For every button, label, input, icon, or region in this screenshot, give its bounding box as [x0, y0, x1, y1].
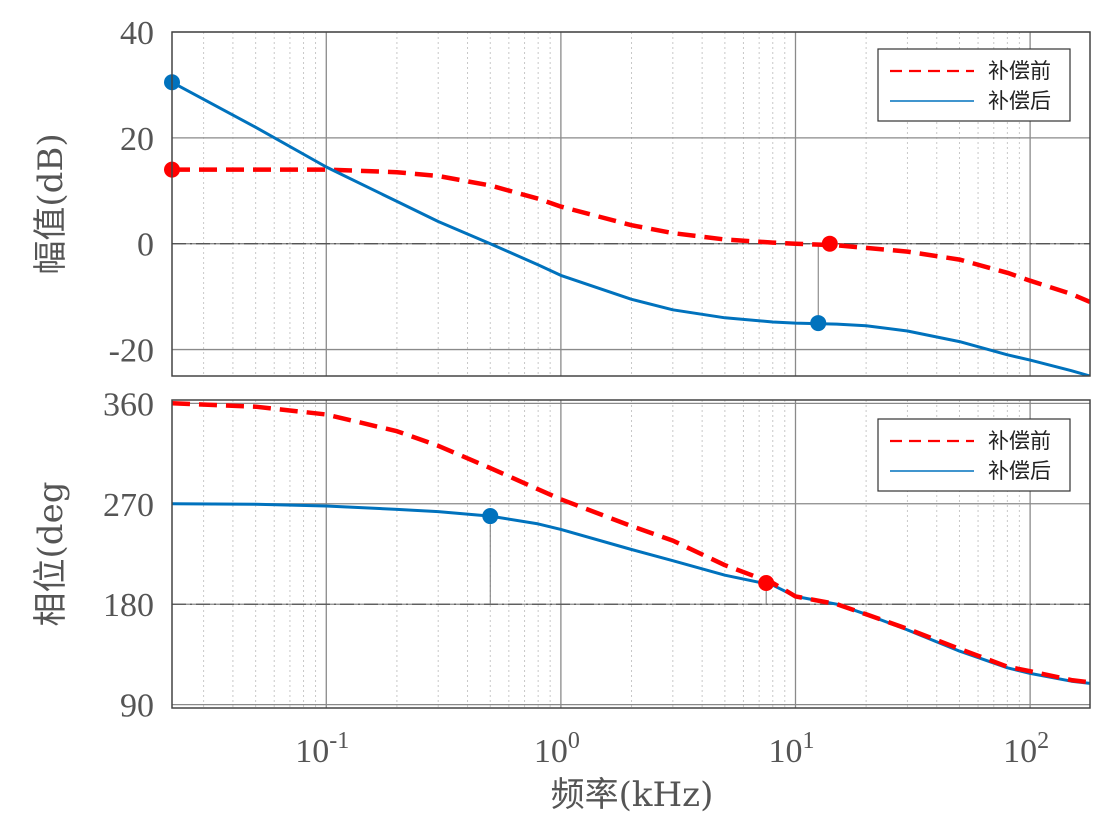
y-tick-label: 270: [103, 487, 154, 524]
series-line-1: [172, 80, 1090, 376]
data-marker: [758, 575, 775, 592]
phase-panel: 90 180 270 360 10-1 100 101 102 相位(deg 频率(kHz)…: [31, 386, 1091, 815]
magnitude-guide-lines: [172, 243, 1090, 324]
series-line-0: [172, 167, 1090, 304]
y-tick-label: 0: [137, 227, 154, 264]
phase-legend-box: [877, 418, 1071, 492]
x-tick-label: 102: [1003, 728, 1049, 770]
y-tick-label: -20: [109, 333, 154, 370]
x-tick-label: 10-1: [295, 728, 349, 770]
phase-series: [172, 401, 1090, 685]
y-tick-label: 360: [103, 386, 154, 423]
phase-legend-label-after: 补偿后: [988, 459, 1051, 483]
x-tick-label: 101: [768, 728, 814, 770]
phase-x-tick-labels: 10-1 100 101 102: [295, 728, 1049, 770]
y-tick-label: 20: [120, 121, 154, 158]
series-line-1: [172, 502, 1090, 685]
data-marker: [810, 315, 827, 332]
magnitude-legend-label-before: 补偿前: [988, 59, 1051, 83]
x-tick-label: 100: [534, 728, 580, 770]
y-tick-label: 40: [120, 15, 154, 52]
data-marker: [821, 235, 838, 252]
frequency-x-axis-label: 频率(kHz): [551, 775, 714, 815]
y-tick-label: 180: [103, 587, 154, 624]
magnitude-y-tick-labels: -20 0 20 40: [109, 15, 154, 370]
phase-legend-label-before: 补偿前: [988, 429, 1051, 453]
phase-y-axis-label: 相位(deg: [31, 482, 71, 627]
phase-markers: [482, 508, 775, 592]
magnitude-plot-frame: [171, 31, 1091, 377]
series-line-0: [172, 401, 1090, 685]
magnitude-markers: [164, 74, 838, 332]
phase-y-tick-labels: 90 180 270 360: [103, 386, 154, 724]
phase-guide-lines: [172, 516, 1090, 605]
magnitude-panel: -20 0 20 40 幅值(dB) 补偿前 补偿后: [31, 15, 1091, 377]
data-marker: [482, 508, 499, 525]
magnitude-legend-label-after: 补偿后: [988, 89, 1051, 113]
magnitude-series: [172, 80, 1090, 376]
phase-legend: 补偿前 补偿后: [877, 418, 1071, 492]
magnitude-legend: 补偿前 补偿后: [877, 48, 1071, 122]
magnitude-legend-box: [877, 48, 1071, 122]
y-tick-label: 90: [120, 688, 154, 725]
magnitude-y-axis-label: 幅值(dB): [31, 133, 71, 274]
phase-plot-frame: [171, 399, 1091, 709]
